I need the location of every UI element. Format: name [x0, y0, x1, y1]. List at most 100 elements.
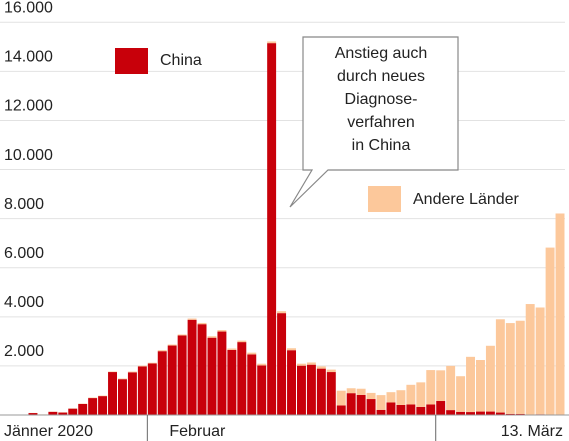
bar [237, 340, 247, 343]
bar [207, 337, 217, 415]
bar [495, 412, 505, 415]
bar [545, 247, 555, 415]
bar [197, 324, 207, 415]
bar [466, 356, 475, 413]
y-tick-label: 2.000 [4, 343, 44, 360]
bar [406, 404, 416, 415]
legend-label: China [160, 52, 202, 69]
bar [88, 398, 98, 415]
bar [436, 401, 446, 415]
legend-swatch [115, 48, 148, 74]
bar [525, 304, 535, 415]
bar [346, 393, 356, 415]
bar [356, 388, 366, 395]
x-tick-label: Jänner 2020 [4, 423, 93, 440]
bar [118, 379, 127, 415]
bar [98, 396, 108, 415]
grid [0, 21, 565, 367]
bar [416, 382, 426, 407]
bar [217, 330, 227, 332]
bar [48, 411, 58, 415]
bar [495, 319, 505, 413]
bar [366, 392, 376, 400]
legend-swatch [368, 186, 401, 212]
annotation-box [289, 36, 459, 208]
bar [326, 372, 336, 415]
bar [306, 362, 316, 365]
annotation-text: Anstieg auch [335, 45, 428, 62]
bar [58, 412, 68, 415]
y-tick-label: 8.000 [4, 196, 44, 213]
legend-label: Andere Länder [413, 191, 520, 208]
bar [476, 411, 485, 415]
bar [336, 390, 346, 406]
labels: 2.000 4.000 6.000 8.000 10.000 12.000 14.000 16… [4, 0, 53, 360]
bar [147, 363, 157, 415]
bar [78, 403, 88, 415]
annotation-text: durch neues [337, 68, 425, 85]
bar [277, 313, 287, 415]
bar [28, 413, 38, 415]
bar [257, 363, 267, 366]
bar [376, 409, 386, 415]
bar [346, 388, 356, 394]
bar [287, 348, 296, 351]
y-tick-label: 4.000 [4, 294, 44, 311]
y-tick-label: 16.000 [4, 0, 53, 17]
bar [177, 334, 187, 336]
bar [267, 43, 277, 416]
bar [326, 369, 336, 373]
bar [336, 405, 346, 415]
bar [68, 408, 78, 415]
bar [515, 320, 525, 415]
bar [187, 319, 197, 415]
bar [446, 410, 456, 415]
bars [28, 41, 565, 416]
annotation-text: in China [352, 137, 411, 154]
bar [416, 406, 426, 415]
y-tick-label: 12.000 [4, 98, 53, 115]
bar [127, 372, 137, 415]
bar [297, 363, 306, 366]
bar [426, 370, 436, 405]
bar [396, 404, 406, 415]
bar [127, 371, 137, 373]
annotation-text: verfahren [347, 114, 415, 131]
bar [505, 413, 515, 415]
bar [118, 378, 127, 380]
bar [287, 350, 296, 415]
bar [177, 335, 187, 415]
bar [505, 323, 515, 414]
x-tick-label: 13. März [501, 423, 563, 440]
bar [187, 318, 197, 320]
bar [366, 399, 376, 415]
bar [297, 365, 306, 415]
x-tick-label: Februar [169, 423, 226, 440]
bar [356, 394, 366, 415]
bar [376, 395, 386, 410]
bar [167, 344, 177, 346]
bar [217, 331, 227, 415]
bar [137, 366, 147, 415]
bar [446, 365, 456, 411]
bar [316, 368, 326, 415]
bar [485, 345, 495, 412]
bar [535, 307, 545, 415]
bar [247, 352, 257, 355]
bar [476, 360, 485, 412]
bar [466, 412, 475, 415]
bar [108, 372, 117, 415]
bar [306, 364, 316, 415]
bar [456, 411, 466, 415]
bar [386, 392, 396, 403]
bar [137, 365, 147, 367]
bar [406, 384, 416, 405]
bar [197, 322, 207, 325]
bar [157, 350, 167, 352]
bar [485, 411, 495, 415]
bar [227, 349, 237, 415]
bar [207, 336, 217, 338]
bar [247, 354, 257, 415]
bar [237, 342, 247, 415]
